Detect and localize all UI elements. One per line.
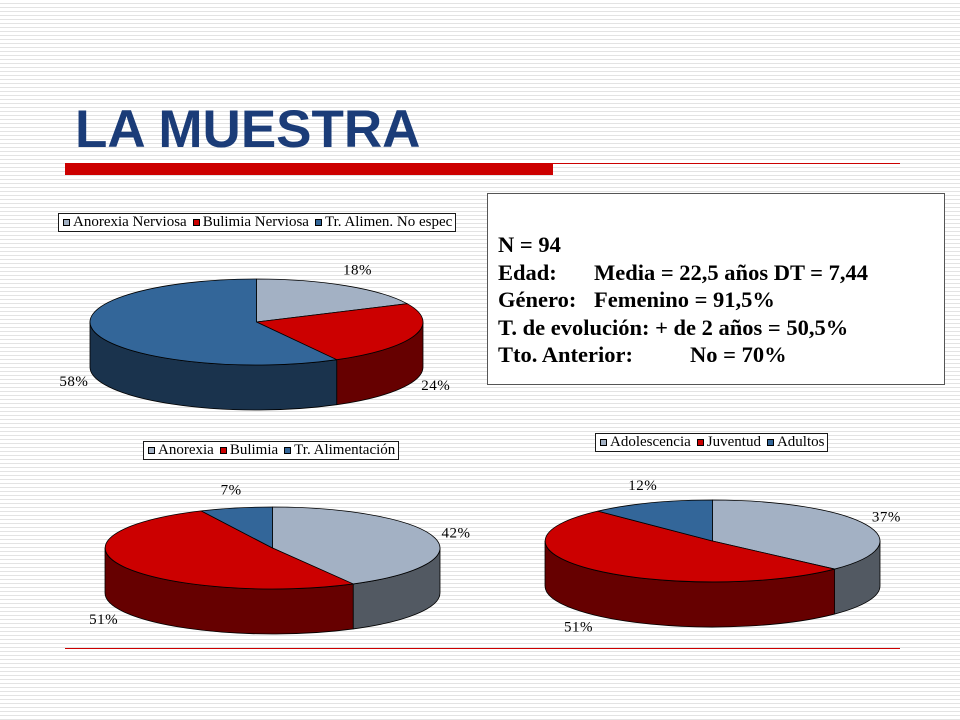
legend-label: Anorexia Nerviosa <box>73 214 187 230</box>
stat-sample-size: N = 94 <box>498 232 561 257</box>
pie-slice-top <box>712 499 881 570</box>
footer-rule <box>65 648 900 649</box>
stat-evolucion: T. de evolución: + de 2 años = 50,5% <box>498 314 849 340</box>
legend-item: Anorexia Nerviosa <box>63 215 187 230</box>
pie-slice-top <box>200 506 273 549</box>
legend-label: Bulimia <box>229 442 279 458</box>
legend-label: Tr. Alimentación <box>294 442 396 458</box>
page-title: LA MUESTRA <box>75 100 421 159</box>
legend-label: Adolescencia <box>610 434 691 450</box>
pie-slice-top <box>544 510 835 583</box>
pie-slice-top <box>597 499 713 542</box>
legend-swatch <box>600 439 607 446</box>
stat-tratamiento: Tto. Anterior: No = 70% <box>498 341 934 369</box>
stat-edad-value: Media = 22,5 años DT = 7,44 <box>594 259 868 285</box>
legend-item: Bulimia <box>219 442 279 458</box>
legend-item: Tr. Alimen. No espec <box>314 214 453 230</box>
legend-label: Bulimia Nerviosa <box>202 214 309 230</box>
chart-2-legend: Anorexia Bulimia Tr. Alimentación <box>143 441 400 460</box>
stats-box: N = 94 Edad: Media = 22,5 años DT = 7,44 … <box>487 193 945 385</box>
pie-slice-top <box>256 278 408 323</box>
data-label: 18% <box>343 263 372 279</box>
data-label: 7% <box>221 482 242 498</box>
stat-genero-value: Femenino = 91,5% <box>594 287 775 312</box>
legend-item: Anorexia <box>148 443 214 458</box>
pie-slice-top <box>256 303 424 361</box>
pie-top-faces <box>89 278 424 366</box>
legend-swatch <box>219 447 227 454</box>
legend-label: Juventud <box>706 434 761 450</box>
stat-edad: Edad: Media = 22,5 años DT = 7,44 <box>498 259 934 287</box>
data-label: 12% <box>628 478 657 494</box>
data-label: 42% <box>442 525 471 541</box>
chart-1-legend: Anorexia Nerviosa Bulimia Nerviosa Tr. A… <box>58 213 457 232</box>
legend-swatch <box>192 219 200 226</box>
legend-swatch <box>63 219 70 226</box>
stat-edad-label: Edad: <box>498 259 557 285</box>
stat-genero: Género: Femenino = 91,5% <box>498 286 934 314</box>
data-label: 58% <box>59 374 88 390</box>
stat-tratamiento-label: Tto. Anterior: <box>498 342 633 367</box>
pie-top-faces <box>544 499 881 583</box>
pie-slice-top <box>272 506 441 585</box>
legend-swatch <box>766 439 774 446</box>
legend-swatch <box>284 447 292 454</box>
legend-item: Bulimia Nerviosa <box>192 214 309 230</box>
pie-chart-diagnostico-agrupado: 42% 51% 7% <box>89 482 470 635</box>
data-label: 51% <box>89 612 118 628</box>
legend-label: Anorexia <box>158 442 214 458</box>
stat-tratamiento-value: No = 70% <box>690 342 787 367</box>
data-label: 51% <box>564 620 593 636</box>
pie-chart-diagnostico: 18% 24% 58% <box>59 263 450 411</box>
chart-3-legend: Adolescencia Juventud Adultos <box>595 433 829 452</box>
title-underline-bar <box>65 164 553 175</box>
legend-swatch <box>148 447 155 454</box>
legend-item: Adolescencia <box>600 435 691 450</box>
legend-label: Adultos <box>776 434 825 450</box>
legend-item: Juventud <box>696 434 761 450</box>
title-rule <box>65 163 900 164</box>
legend-item: Adultos <box>766 434 825 450</box>
data-label: 37% <box>872 510 901 526</box>
pie-slice-top <box>104 510 354 590</box>
legend-swatch <box>314 219 322 226</box>
data-label: 24% <box>421 378 450 394</box>
pie-top-faces <box>104 506 441 590</box>
stat-genero-label: Género: <box>498 287 577 312</box>
pie-data-labels: 37% 51% 12% <box>564 478 901 636</box>
legend-item: Tr. Alimentación <box>284 443 395 458</box>
pie-data-labels: 42% 51% 7% <box>89 482 470 627</box>
legend-swatch <box>696 439 704 446</box>
pie-slice-top <box>89 278 338 366</box>
legend-label: Tr. Alimen. No espec <box>324 214 453 230</box>
pie-chart-edad: 37% 51% 12% <box>544 478 901 636</box>
pie-data-labels: 18% 24% 58% <box>59 263 450 394</box>
